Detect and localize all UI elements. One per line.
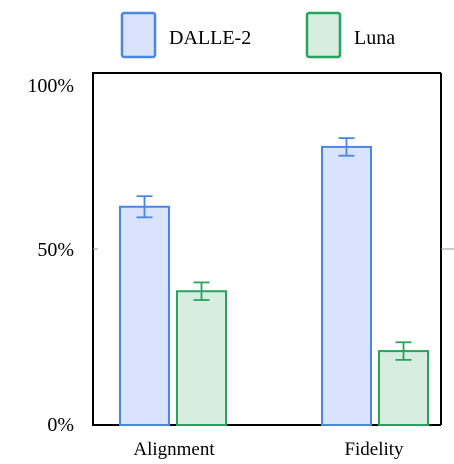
bar-dalle2-alignment: [119, 205, 170, 426]
bar-luna-alignment: [176, 290, 227, 426]
y-tick-label-100: 100%: [27, 75, 74, 97]
bar-dalle2-fidelity: [321, 145, 372, 426]
x-tick-label-fidelity: Fidelity: [344, 439, 404, 460]
legend-label-luna: Luna: [354, 27, 395, 49]
errorbar-luna-alignment: [193, 281, 210, 301]
errorbar-dalle2-alignment: [136, 195, 153, 219]
bars-group: [119, 145, 429, 426]
legend: DALLE-2 Luna: [120, 11, 395, 59]
x-tick-label-alignment: Alignment: [133, 439, 215, 460]
axes: 0% 50% 100% Alignment Fidelity: [27, 72, 454, 460]
errorbar-dalle2-fidelity: [338, 137, 355, 157]
bar-luna-fidelity: [378, 350, 429, 426]
errorbars-group: [136, 137, 412, 361]
legend-swatch-luna: [305, 11, 342, 59]
errorbar-luna-fidelity: [395, 341, 412, 361]
y-tick-label-50: 50%: [37, 239, 74, 261]
legend-label-dalle2: DALLE-2: [169, 27, 251, 49]
legend-swatch-dalle2: [120, 11, 157, 59]
y-tick-label-0: 0%: [47, 414, 74, 436]
